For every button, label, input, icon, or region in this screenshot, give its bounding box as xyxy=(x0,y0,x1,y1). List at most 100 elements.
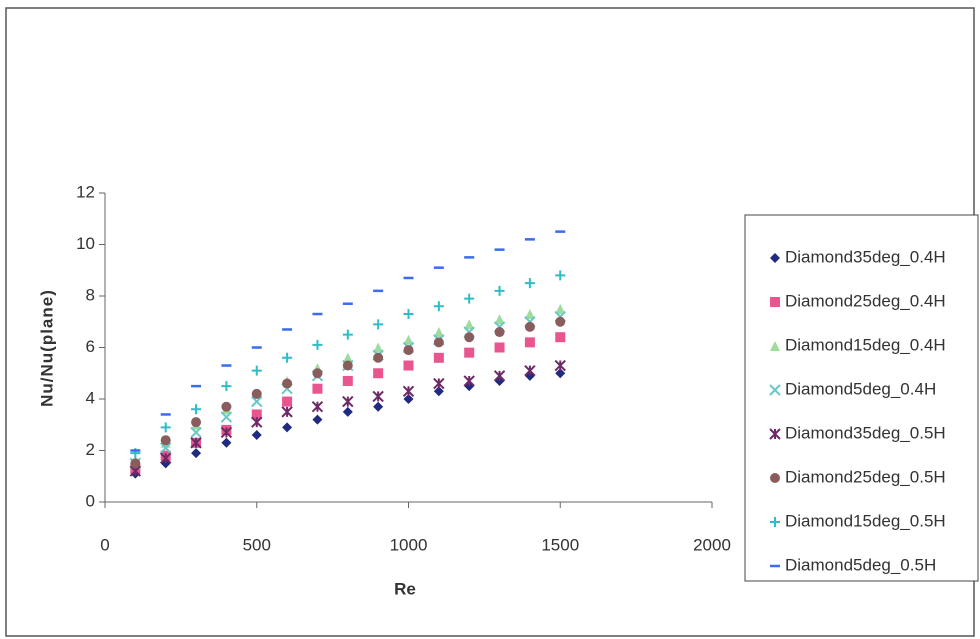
legend-marker xyxy=(770,253,780,263)
legend-marker xyxy=(770,473,780,483)
data-point xyxy=(493,370,506,382)
data-point xyxy=(373,319,384,330)
legend-label: Diamond15deg_0.5H xyxy=(785,511,946,530)
data-point xyxy=(554,359,566,372)
data-point xyxy=(160,422,171,433)
x-tick-label: 2000 xyxy=(693,535,731,554)
data-point xyxy=(221,437,232,448)
data-point xyxy=(464,293,475,304)
y-tick-label: 10 xyxy=(76,234,95,253)
x-axis-title: Re xyxy=(394,579,416,598)
data-point xyxy=(555,368,566,379)
y-tick-label: 4 xyxy=(86,388,95,407)
data-point xyxy=(433,337,444,348)
data-point xyxy=(373,352,384,363)
data-point xyxy=(191,417,202,428)
data-point xyxy=(403,360,414,371)
data-point xyxy=(130,458,141,469)
legend-marker xyxy=(770,517,780,527)
legend-label: Diamond5deg_0.4H xyxy=(785,379,936,398)
data-point xyxy=(281,406,293,418)
data-point xyxy=(312,414,323,425)
data-point xyxy=(342,360,353,371)
data-point xyxy=(190,426,202,439)
x-tick-label: 500 xyxy=(243,535,271,554)
data-point xyxy=(251,395,263,408)
data-point xyxy=(433,301,444,312)
legend-label: Diamond5deg_0.5H xyxy=(785,555,936,574)
data-point xyxy=(311,401,324,413)
data-point xyxy=(433,327,444,338)
legend-marker xyxy=(770,341,780,351)
data-point xyxy=(373,342,384,353)
data-point xyxy=(524,364,536,377)
legend-box xyxy=(744,214,979,582)
data-point xyxy=(494,327,505,338)
data-point xyxy=(433,352,444,363)
y-tick-label: 2 xyxy=(86,440,95,459)
data-point xyxy=(494,342,505,353)
data-point xyxy=(555,303,566,314)
data-point xyxy=(342,395,354,408)
legend-marker xyxy=(770,297,780,307)
y-tick-label: 0 xyxy=(86,491,95,510)
data-point xyxy=(221,381,232,392)
data-point xyxy=(464,347,475,358)
legend-label: Diamond25deg_0.4H xyxy=(785,291,946,310)
data-point xyxy=(312,383,323,394)
data-point xyxy=(282,378,293,389)
data-point xyxy=(524,321,535,332)
data-point xyxy=(191,404,202,415)
legend-label: Diamond25deg_0.5H xyxy=(785,467,946,486)
data-point xyxy=(251,409,262,420)
data-point xyxy=(251,388,262,399)
data-point xyxy=(494,314,505,325)
y-axis-title: Nu/Nu(plane) xyxy=(37,289,56,407)
legend-label: Diamond35deg_0.4H xyxy=(785,247,946,266)
data-point xyxy=(342,352,353,363)
data-point xyxy=(464,332,475,343)
data-point xyxy=(524,309,535,320)
data-point xyxy=(555,316,566,327)
data-point xyxy=(312,368,323,379)
data-point xyxy=(282,352,293,363)
data-point xyxy=(403,345,414,356)
data-point xyxy=(220,426,233,439)
data-point xyxy=(282,396,293,407)
data-point xyxy=(342,406,353,417)
x-tick-label: 1500 xyxy=(541,535,579,554)
data-point xyxy=(342,329,353,340)
data-point xyxy=(373,368,384,379)
y-tick-label: 8 xyxy=(86,285,95,304)
legend-label: Diamond35deg_0.5H xyxy=(785,423,946,442)
data-point xyxy=(433,377,445,390)
y-tick-label: 12 xyxy=(76,182,95,201)
data-point xyxy=(372,390,384,403)
x-tick-label: 1000 xyxy=(390,535,428,554)
x-tick-label: 0 xyxy=(100,535,109,554)
data-point xyxy=(555,332,566,343)
data-point xyxy=(373,401,384,412)
data-point xyxy=(403,334,414,345)
data-point xyxy=(464,319,475,330)
data-point xyxy=(160,435,171,446)
data-point xyxy=(191,448,202,459)
data-point xyxy=(312,339,323,350)
y-tick-label: 6 xyxy=(86,337,95,356)
data-point xyxy=(433,386,444,397)
data-point xyxy=(403,394,414,404)
data-point xyxy=(463,375,475,387)
data-point xyxy=(251,416,263,428)
data-point xyxy=(282,422,293,433)
data-point xyxy=(342,375,353,386)
data-point xyxy=(555,270,566,281)
legend-marker xyxy=(769,428,781,440)
data-point xyxy=(251,430,262,441)
data-point xyxy=(524,337,535,348)
data-point xyxy=(159,452,172,464)
data-point xyxy=(403,309,414,320)
legend-marker xyxy=(769,384,781,396)
data-point xyxy=(159,442,172,454)
data-point xyxy=(221,401,232,412)
